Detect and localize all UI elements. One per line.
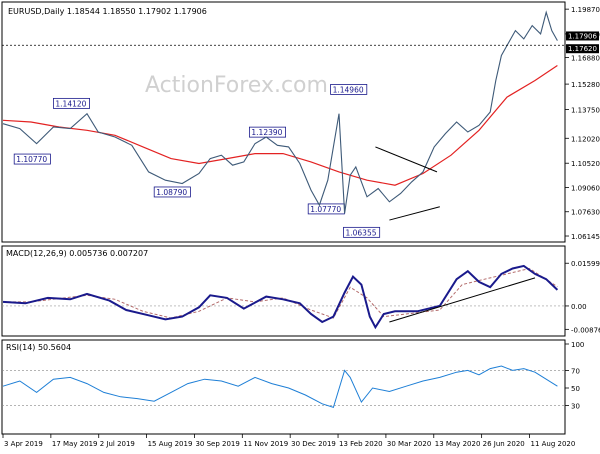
x-tick-label: 30 Mar 2020 bbox=[387, 440, 431, 448]
price-tick-label: 1.13750 bbox=[571, 107, 600, 115]
x-tick-label: 30 Sep 2019 bbox=[195, 440, 239, 448]
x-tick-label: 11 Aug 2020 bbox=[530, 440, 575, 448]
price-panel bbox=[1, 1, 566, 243]
reference-price-label: 1.17620 bbox=[568, 45, 597, 53]
annotation-box bbox=[343, 226, 381, 238]
rsi-tick-label: 30 bbox=[571, 403, 580, 411]
annotation-box bbox=[330, 84, 368, 95]
last-price-box bbox=[566, 31, 599, 41]
x-tick-label: 13 Feb 2020 bbox=[339, 440, 383, 448]
price-tick-label: 1.06145 bbox=[571, 233, 600, 241]
x-tick-label: 15 Aug 2019 bbox=[148, 440, 193, 448]
macd-signal-line bbox=[3, 267, 558, 319]
annotation-label: 1.08790 bbox=[156, 188, 187, 197]
macd-panel bbox=[1, 245, 566, 337]
rsi-tick-label: 100 bbox=[571, 341, 584, 349]
price-tick-label: 1.09060 bbox=[571, 184, 600, 192]
annotation-label: 1.07770 bbox=[310, 205, 341, 214]
price-tick-label: 1.12020 bbox=[571, 135, 600, 143]
annotation-box bbox=[248, 126, 286, 138]
price-tick-label: 1.19870 bbox=[571, 6, 600, 14]
annotation-box bbox=[53, 97, 91, 109]
macd-tick-label: 0.00 bbox=[571, 303, 587, 311]
moving-average-line bbox=[2, 65, 558, 186]
price-annotations: 1.14120 1.10770 1.08790 1.12390 1.07770 1.149… bbox=[13, 84, 381, 238]
annotation-label: 1.06355 bbox=[345, 228, 376, 237]
price-tick-label: 1.10520 bbox=[571, 160, 600, 168]
rsi-tick-label: 50 bbox=[571, 385, 580, 393]
rsi-axis: 100 70 50 30 bbox=[2, 341, 584, 411]
annotation-box bbox=[153, 186, 191, 198]
x-tick-label: 17 May 2019 bbox=[52, 440, 98, 448]
last-price-label: 1.17906 bbox=[568, 32, 597, 40]
price-trendlines bbox=[375, 146, 440, 221]
x-tick-label: 11 Nov 2019 bbox=[243, 440, 288, 448]
price-tick-label: 1.16880 bbox=[571, 55, 600, 63]
x-tick-label: 13 May 2020 bbox=[435, 440, 481, 448]
x-tick-label: 3 Apr 2019 bbox=[4, 440, 43, 448]
triangle-trendline bbox=[375, 146, 438, 173]
macd-line bbox=[2, 264, 559, 330]
x-tick-label: 2 Jul 2019 bbox=[100, 440, 135, 448]
triangle-trendline bbox=[389, 206, 440, 221]
macd-tick-label: 0.015991 bbox=[571, 260, 600, 268]
price-tick-label: 1.07630 bbox=[571, 209, 600, 217]
reference-price-box bbox=[566, 44, 599, 54]
symbol-line: EURUSD,Daily 1.18544 1.18550 1.17902 1.1… bbox=[8, 7, 207, 16]
watermark: ActionForex.com bbox=[145, 73, 328, 98]
rsi-tick-label: 70 bbox=[571, 367, 580, 375]
price-axis: 1.06145 1.07630 1.09060 1.10520 1.12020 1.137… bbox=[565, 6, 600, 241]
rsi-title: RSI(14) 50.5604 bbox=[6, 343, 71, 352]
price-series-line bbox=[2, 10, 558, 214]
macd-trendline bbox=[389, 277, 536, 323]
annotation-label: 1.14120 bbox=[55, 99, 86, 108]
annotation-label: 1.12390 bbox=[251, 128, 282, 137]
macd-axis: 0.015991 0.00 -0.00876 bbox=[2, 260, 600, 334]
annotation-label: 1.10770 bbox=[16, 155, 47, 164]
macd-tick-label: -0.00876 bbox=[571, 326, 600, 334]
price-tick-label: 1.15280 bbox=[571, 81, 600, 89]
macd-title: MACD(12,26,9) 0.005736 0.007207 bbox=[6, 249, 148, 258]
x-axis: 3 Apr 2019 17 May 2019 2 Jul 2019 15 Aug 20… bbox=[2, 434, 575, 448]
annotation-box bbox=[13, 153, 51, 165]
x-tick-label: 26 Jun 2020 bbox=[483, 440, 525, 448]
annotation-label: 1.14960 bbox=[333, 85, 364, 94]
rsi-line bbox=[2, 365, 558, 409]
x-tick-label: 30 Dec 2019 bbox=[291, 440, 336, 448]
